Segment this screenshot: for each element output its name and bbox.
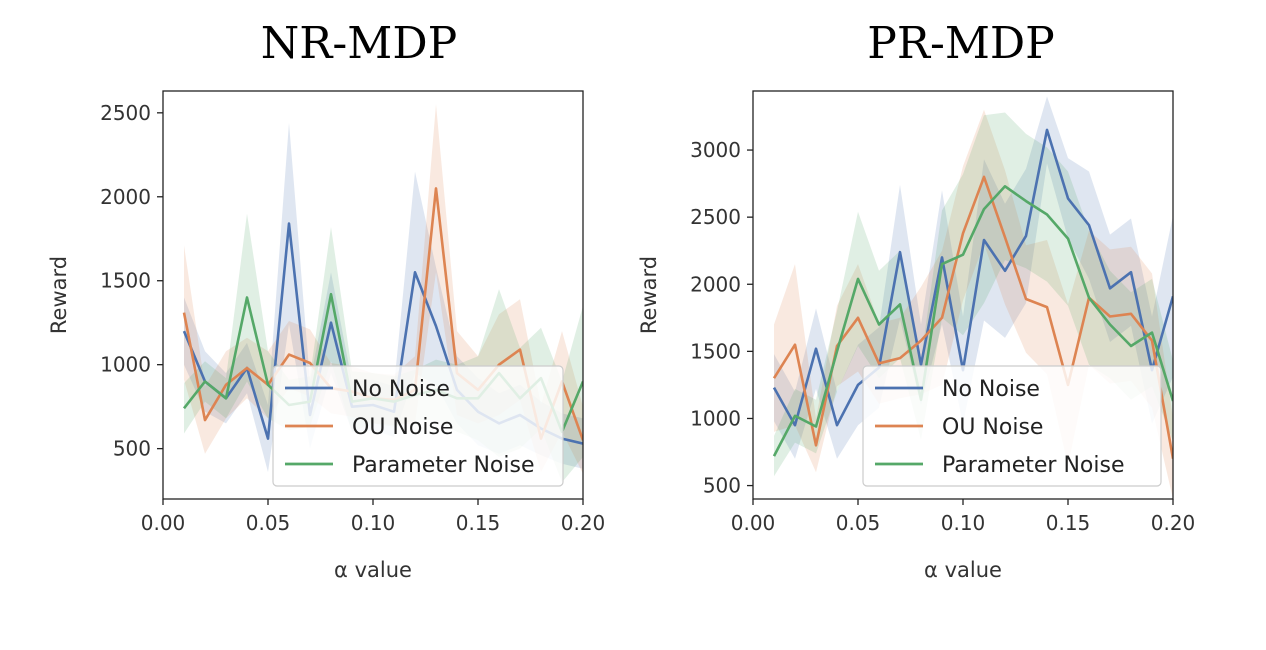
x-tick-label: 0.20 — [561, 511, 606, 535]
y-axis-label: Reward — [47, 256, 71, 334]
y-tick-label: 1500 — [100, 269, 151, 293]
y-tick-label: 2000 — [690, 272, 741, 296]
legend-box — [272, 365, 564, 487]
legend: No Noise OU Noise Parameter Noise — [272, 365, 564, 487]
series-line-no-noise — [772, 128, 1173, 427]
y-tick-label: 2500 — [690, 205, 741, 229]
x-tick-label: 0.05 — [246, 511, 291, 535]
legend-label: OU Noise — [942, 415, 1043, 440]
nr-mdp-chart: NR-MDP 0.00 0.05 0.10 0.15 0.20 500 1000 1500 200… — [47, 18, 605, 582]
pr-mdp-chart: PR-MDP 0.00 0.05 0.10 0.15 0.20 500 1000 1500 200… — [637, 18, 1195, 582]
y-tick-label: 500 — [703, 474, 741, 498]
x-axis-label: α value — [924, 558, 1002, 582]
x-tick-label: 0.05 — [836, 511, 881, 535]
x-tick-label: 0.15 — [1046, 511, 1091, 535]
x-tick-label: 0.00 — [731, 511, 776, 535]
x-tick-label: 0.10 — [351, 511, 396, 535]
x-tick-label: 0.10 — [941, 511, 986, 535]
y-axis-label: Reward — [637, 256, 661, 334]
y-tick-label: 2500 — [100, 101, 151, 125]
legend: No Noise OU Noise Parameter Noise — [862, 365, 1162, 487]
x-tick-label: 0.15 — [456, 511, 501, 535]
x-tick-label: 0.00 — [141, 511, 186, 535]
legend-label: No Noise — [352, 377, 450, 402]
y-tick-label: 1000 — [690, 406, 741, 430]
legend-box — [862, 365, 1162, 487]
x-tick-label: 0.20 — [1151, 511, 1196, 535]
legend-label: Parameter Noise — [942, 453, 1124, 478]
chart-title: PR-MDP — [867, 18, 1055, 69]
legend-label: Parameter Noise — [352, 453, 534, 478]
y-tick-label: 500 — [113, 437, 151, 461]
series-line-parameter-noise — [772, 185, 1173, 457]
legend-label: OU Noise — [352, 415, 453, 440]
y-tick-label: 1000 — [100, 353, 151, 377]
legend-label: No Noise — [942, 377, 1040, 402]
y-tick-label: 1500 — [690, 339, 741, 363]
x-axis-label: α value — [334, 558, 412, 582]
y-tick-label: 2000 — [100, 185, 151, 209]
y-tick-label: 3000 — [690, 138, 741, 162]
chart-title: NR-MDP — [261, 18, 457, 69]
